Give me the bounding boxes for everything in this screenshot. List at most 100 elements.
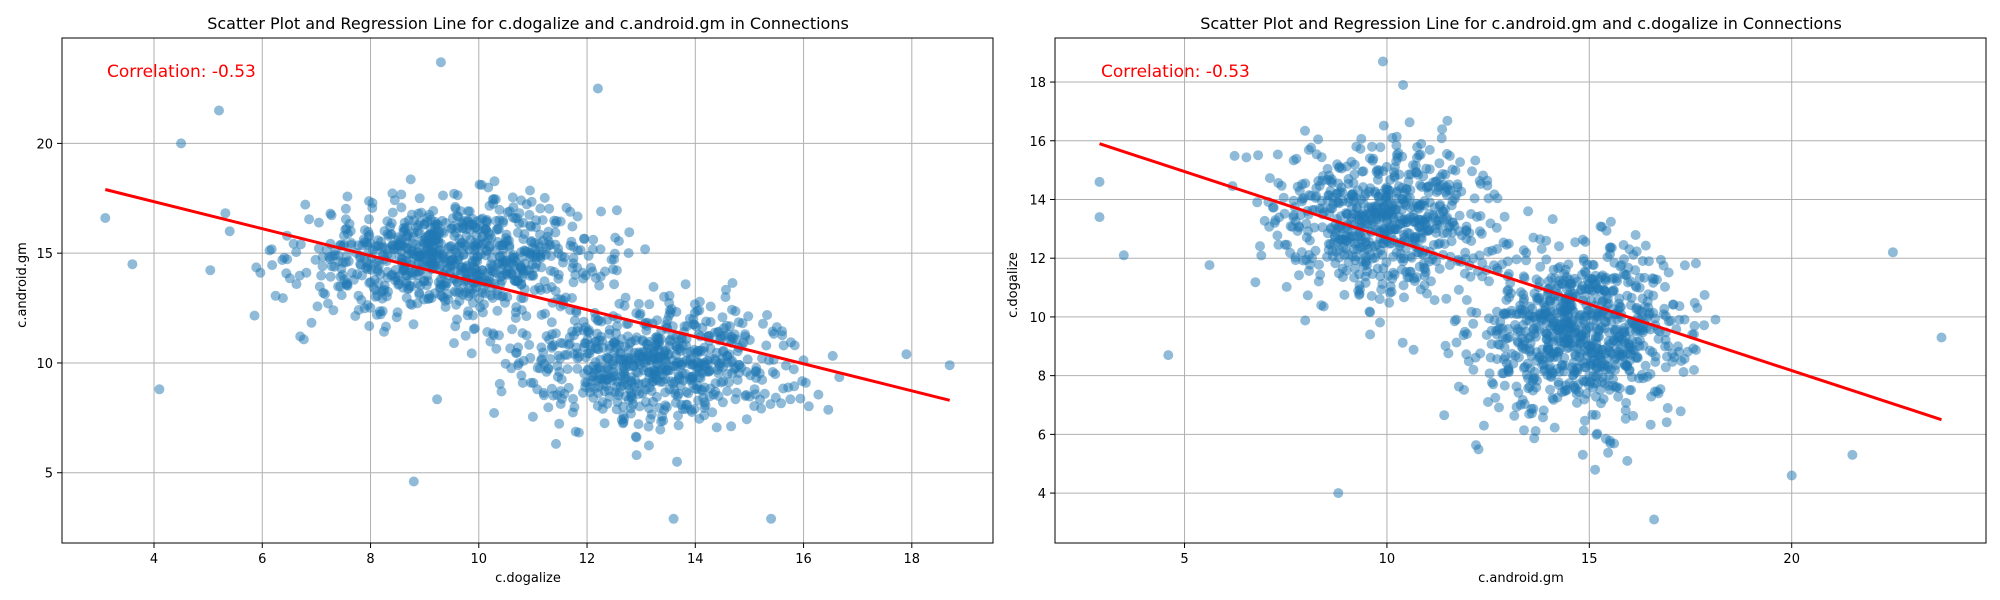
scatter-point: [569, 402, 580, 413]
left-chart-panel: Scatter Plot and Regression Line for c.d…: [15, 14, 994, 586]
scatter-point: [1645, 419, 1656, 430]
scatter-point: [457, 219, 468, 230]
scatter-point: [448, 260, 459, 271]
left-correlation-annotation: Correlation: -0.53: [107, 62, 256, 82]
y-tick-label: 12: [1029, 252, 1046, 267]
scatter-point: [1444, 150, 1455, 161]
scatter-point: [353, 290, 364, 301]
scatter-point: [1443, 348, 1454, 359]
scatter-point: [1539, 353, 1550, 364]
scatter-point: [555, 399, 566, 409]
scatter-point: [440, 295, 451, 306]
scatter-point: [1506, 305, 1517, 316]
scatter-point: [716, 377, 727, 388]
scatter-point: [644, 367, 655, 378]
scatter-point: [680, 368, 691, 379]
scatter-point: [685, 356, 696, 367]
scatter-point: [1454, 210, 1465, 221]
scatter-point: [1441, 293, 1452, 304]
scatter-point: [1663, 267, 1674, 278]
scatter-point: [531, 222, 541, 233]
scatter-point: [1362, 266, 1373, 277]
scatter-point: [422, 217, 433, 227]
scatter-point: [541, 283, 552, 294]
scatter-point: [1253, 150, 1264, 161]
scatter-point: [1462, 329, 1472, 339]
scatter-point: [620, 292, 631, 303]
scatter-point: [1543, 344, 1554, 355]
scatter-point: [538, 387, 549, 398]
scatter-point: [1676, 356, 1687, 366]
scatter-point: [406, 299, 417, 310]
scatter-point: [1590, 278, 1601, 289]
scatter-point: [387, 207, 398, 218]
scatter-point: [696, 384, 707, 395]
scatter-point: [1490, 392, 1501, 403]
scatter-point: [1306, 142, 1317, 153]
scatter-point: [1557, 360, 1567, 371]
scatter-point: [1521, 255, 1532, 266]
scatter-point: [1367, 253, 1378, 264]
scatter-point: [484, 263, 495, 274]
scatter-point: [730, 394, 741, 405]
scatter-point: [660, 387, 671, 398]
scatter-point: [1525, 363, 1536, 374]
scatter-point: [1526, 350, 1537, 361]
scatter-point: [608, 264, 619, 275]
scatter-point: [1528, 232, 1539, 243]
scatter-point: [489, 176, 500, 187]
scatter-point: [127, 259, 138, 270]
scatter-point: [1381, 257, 1392, 268]
scatter-point: [333, 281, 344, 292]
scatter-point: [630, 375, 641, 386]
scatter-point: [584, 325, 594, 336]
scatter-point: [1301, 254, 1312, 265]
scatter-point: [381, 321, 391, 332]
scatter-point: [451, 299, 462, 310]
scatter-point: [1652, 386, 1663, 397]
scatter-point: [541, 331, 552, 342]
scatter-point: [464, 267, 475, 278]
scatter-point: [1649, 274, 1660, 284]
scatter-point: [1519, 306, 1530, 316]
scatter-point: [1511, 254, 1522, 265]
left-y-axis-label: c.android.gm: [15, 242, 30, 328]
scatter-point: [1611, 273, 1622, 284]
scatter-point: [1475, 211, 1486, 221]
scatter-point: [1497, 368, 1508, 379]
scatter-point: [214, 105, 224, 116]
scatter-point: [1094, 212, 1105, 223]
scatter-point: [1280, 239, 1290, 250]
scatter-point: [1547, 214, 1558, 225]
scatter-point: [463, 306, 474, 317]
scatter-point: [352, 269, 363, 280]
scatter-point: [1395, 219, 1406, 229]
scatter-point: [1278, 192, 1289, 203]
regression-line: [1099, 142, 1942, 422]
scatter-point: [1662, 403, 1673, 413]
scatter-point: [1459, 384, 1469, 395]
scatter-point: [517, 328, 528, 339]
scatter-point: [1378, 166, 1389, 177]
scatter-point: [600, 266, 610, 277]
scatter-point: [611, 328, 621, 339]
y-tick-label: 5: [45, 467, 53, 482]
scatter-point: [788, 364, 799, 375]
right-scatter-points: [1094, 56, 1947, 525]
scatter-point: [494, 330, 504, 341]
scatter-point: [1389, 170, 1400, 181]
scatter-point: [1545, 384, 1555, 395]
scatter-point: [758, 318, 768, 329]
scatter-point: [558, 257, 568, 268]
scatter-point: [742, 354, 753, 365]
scatter-point: [1293, 221, 1304, 232]
scatter-point: [516, 195, 527, 206]
scatter-point: [1602, 341, 1613, 352]
scatter-point: [727, 278, 738, 288]
scatter-point: [1384, 185, 1395, 196]
scatter-point: [1597, 295, 1608, 306]
scatter-point: [1549, 422, 1560, 433]
scatter-point: [552, 390, 563, 400]
scatter-point: [1557, 322, 1568, 333]
scatter-point: [512, 227, 523, 238]
